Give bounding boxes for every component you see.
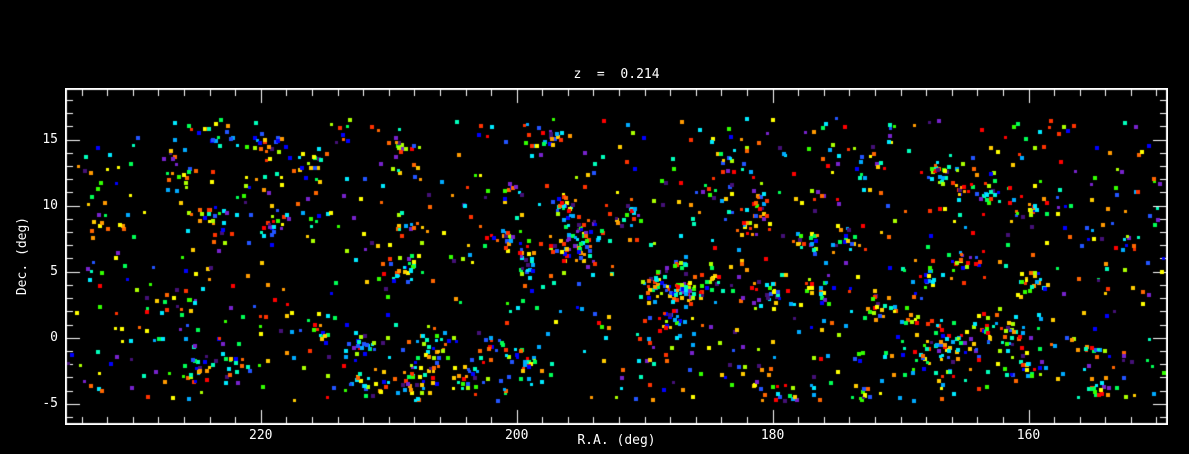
y-tick-label: 5 <box>50 263 58 279</box>
y-axis-label: Dec. (deg) <box>15 216 30 296</box>
y-tick-label: -5 <box>42 395 58 411</box>
x-tick-label: 180 <box>760 428 785 443</box>
x-tick-label: 160 <box>1016 428 1041 443</box>
x-axis-label: R.A. (deg) <box>577 433 656 448</box>
chart-title: z = 0.214 <box>573 67 660 82</box>
y-tick-label: 0 <box>50 329 58 345</box>
scatter-canvas <box>65 88 1168 425</box>
x-tick-label: 200 <box>504 428 529 443</box>
x-tick-label: 220 <box>249 428 273 443</box>
y-tick-label: 10 <box>42 197 58 213</box>
y-tick-label: 15 <box>42 131 58 147</box>
